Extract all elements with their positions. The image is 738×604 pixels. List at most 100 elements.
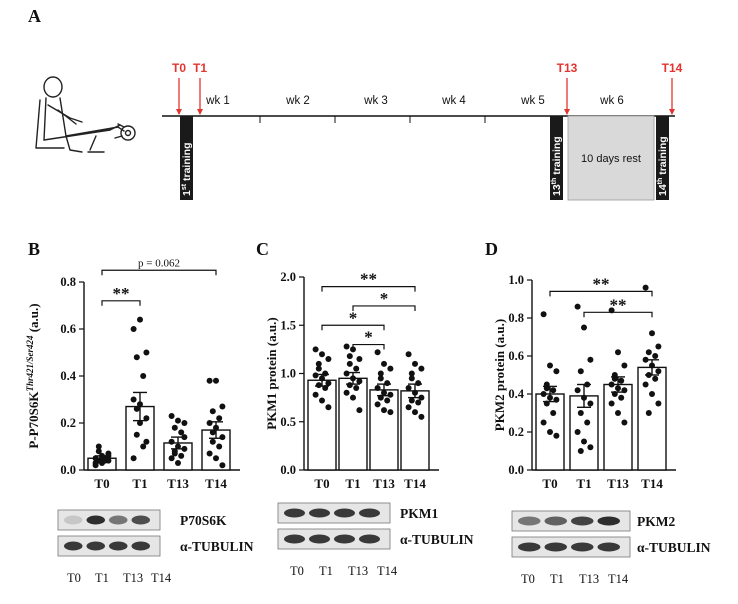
data-point xyxy=(553,396,560,403)
lane-label: T0 xyxy=(290,564,304,578)
data-point xyxy=(408,375,415,382)
y-tick-label: 2.0 xyxy=(280,270,296,284)
data-point xyxy=(181,445,188,452)
blot-band xyxy=(109,515,128,525)
data-point xyxy=(649,330,655,337)
training-label: 13th training xyxy=(551,136,563,196)
blot-band xyxy=(64,541,83,551)
data-point xyxy=(175,443,181,450)
data-point xyxy=(649,362,655,369)
y-tick-label: 0.8 xyxy=(60,275,76,289)
blot-band xyxy=(86,541,105,551)
significance-label: * xyxy=(349,308,358,327)
y-tick-label: 1.0 xyxy=(508,273,524,287)
data-point xyxy=(405,351,412,358)
data-point xyxy=(611,375,618,382)
training-bar xyxy=(180,116,193,200)
panel-c: 0.0 0.5 1.0 1.5 2.0 PKM1 protein (a.u.) T0 T1 T1… xyxy=(264,270,474,578)
bar xyxy=(338,377,368,471)
significance-bracket xyxy=(101,300,141,306)
data-point xyxy=(618,377,625,384)
data-point xyxy=(645,410,652,416)
blot-label: α-TUBULIN xyxy=(400,532,474,547)
blot-label: P70S6K xyxy=(180,513,227,528)
x-tick-label: T13 xyxy=(607,476,629,491)
data-point xyxy=(133,354,140,361)
y-tick-label: 0.0 xyxy=(280,463,296,477)
week-label: wk 6 xyxy=(599,95,624,107)
lane-label: T1 xyxy=(550,572,564,586)
timeline: 10 days rest 1st training 13th training 14t… xyxy=(162,61,683,201)
data-point xyxy=(574,429,581,435)
blot-band xyxy=(64,515,83,525)
data-point xyxy=(415,380,422,387)
data-point xyxy=(618,394,625,401)
blot-label: PKM2 xyxy=(637,514,675,529)
data-point xyxy=(319,375,325,382)
data-point xyxy=(209,429,216,436)
data-point xyxy=(547,362,553,369)
data-point xyxy=(408,397,415,404)
data-point xyxy=(346,353,353,360)
data-point xyxy=(577,448,584,454)
data-point xyxy=(577,368,584,375)
x-tick-label: T1 xyxy=(132,476,147,491)
data-point xyxy=(387,391,394,398)
data-point xyxy=(540,419,547,426)
data-point xyxy=(381,360,387,367)
data-point xyxy=(143,438,150,445)
data-point xyxy=(325,356,332,363)
data-point xyxy=(615,410,621,416)
training-bar xyxy=(656,116,669,200)
blot-band xyxy=(359,534,380,544)
data-point xyxy=(343,389,350,396)
data-point xyxy=(178,429,185,436)
data-point xyxy=(140,373,147,379)
significance-bracket xyxy=(352,305,416,311)
data-point xyxy=(649,391,655,397)
x-tick-label: T0 xyxy=(314,476,329,491)
data-point xyxy=(581,438,587,445)
data-point xyxy=(168,438,175,445)
blot-label: PKM1 xyxy=(400,506,438,521)
data-point xyxy=(381,407,387,414)
blot-band xyxy=(597,542,620,552)
data-point xyxy=(312,346,319,353)
significance-label: p = 0.062 xyxy=(138,257,180,269)
data-point xyxy=(95,443,102,450)
data-point xyxy=(350,394,356,401)
data-point xyxy=(608,400,615,407)
blot-band xyxy=(518,542,541,552)
data-point xyxy=(415,399,422,406)
x-tick-label: T13 xyxy=(167,476,189,491)
data-point xyxy=(92,455,99,462)
data-point xyxy=(143,415,150,422)
data-point xyxy=(168,455,175,462)
data-point xyxy=(219,462,226,469)
blot-band xyxy=(334,534,355,544)
blot-band xyxy=(284,508,305,518)
data-point xyxy=(206,377,213,384)
data-point xyxy=(130,326,137,332)
blot-band xyxy=(109,541,128,551)
time-marker-arrowhead xyxy=(176,109,182,115)
significance-bracket xyxy=(101,269,217,276)
data-point xyxy=(543,385,550,392)
y-tick-label: 0.0 xyxy=(508,463,524,477)
blot-band xyxy=(131,541,150,551)
data-point xyxy=(377,394,384,401)
data-point xyxy=(171,424,178,431)
y-tick-label: 0.6 xyxy=(508,349,524,363)
training-bar xyxy=(550,116,563,200)
panel-b: 0.0 0.2 0.4 0.6 0.8 P-P70S6KThr421/Ser424 (a.… xyxy=(25,257,254,585)
week-label: wk 5 xyxy=(520,95,545,107)
lane-label: T14 xyxy=(377,564,398,578)
bar xyxy=(535,393,565,471)
y-tick-label: 0.4 xyxy=(508,387,524,401)
data-point xyxy=(405,404,412,411)
week-label: wk 2 xyxy=(285,95,310,107)
blot-band xyxy=(86,515,105,525)
y-tick-label: 0.5 xyxy=(280,415,296,429)
lane-label: T1 xyxy=(95,571,109,585)
